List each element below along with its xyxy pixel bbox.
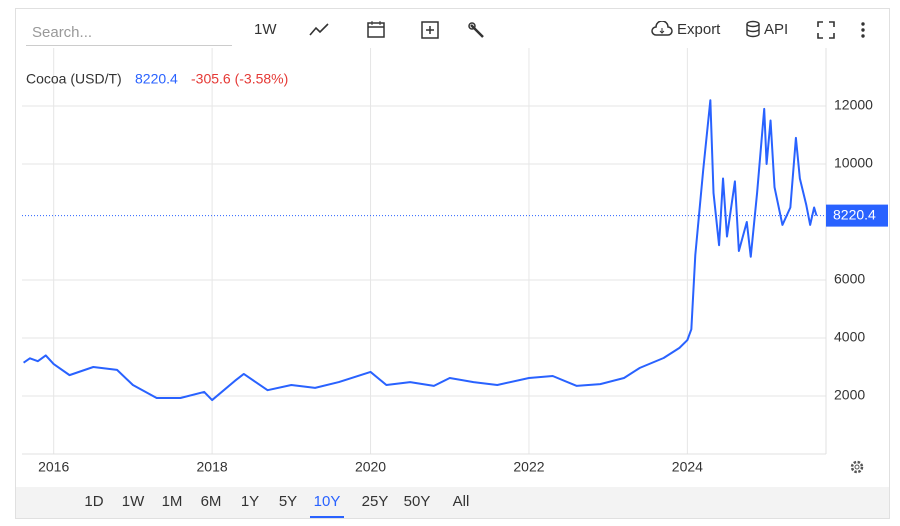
fullscreen-icon[interactable]: [816, 20, 836, 40]
y-tick-label: 4000: [834, 329, 865, 345]
x-tick-label: 2024: [672, 459, 703, 475]
api-button[interactable]: API: [764, 21, 789, 38]
range-button[interactable]: 1W: [121, 493, 145, 510]
price-line: [23, 99, 818, 402]
range-button[interactable]: 6M: [200, 493, 222, 510]
chart-widget: Search... 1W Export API 1D 1W 1M 6M 1Y 5Y 10Y 2…: [15, 8, 890, 519]
search-input[interactable]: Search...: [26, 19, 232, 46]
settings-gear-icon[interactable]: [850, 460, 864, 474]
y-tick-label: 10000: [834, 155, 873, 171]
range-button[interactable]: All: [452, 493, 470, 510]
x-tick-label: 2020: [355, 459, 386, 475]
more-icon[interactable]: [859, 21, 867, 41]
price-badge-label: 8220.4: [833, 206, 876, 222]
legend-change: -305.6 (-3.58%): [191, 71, 288, 87]
range-button[interactable]: 10Y: [310, 487, 344, 518]
x-tick-label: 2018: [197, 459, 228, 475]
range-button[interactable]: 1D: [84, 493, 104, 510]
range-button[interactable]: 50Y: [403, 493, 431, 510]
range-button[interactable]: 1M: [161, 493, 183, 510]
calendar-icon[interactable]: [366, 19, 386, 39]
legend-name: Cocoa (USD/T): [26, 71, 122, 87]
range-button[interactable]: 1Y: [240, 493, 260, 510]
export-button[interactable]: Export: [677, 21, 721, 38]
api-icon[interactable]: [745, 20, 761, 38]
settings-wrench-icon[interactable]: [467, 21, 487, 41]
legend-price: 8220.4: [135, 71, 178, 87]
y-tick-label: 2000: [834, 387, 865, 403]
price-badge: [826, 204, 888, 227]
y-tick-label: 6000: [834, 271, 865, 287]
compare-icon[interactable]: [420, 20, 440, 40]
chart-type-icon[interactable]: [308, 21, 330, 39]
interval-button[interactable]: 1W: [254, 21, 277, 38]
x-tick-label: 2016: [38, 459, 69, 475]
y-tick-label: 12000: [834, 97, 873, 113]
range-button[interactable]: 25Y: [361, 493, 389, 510]
range-button[interactable]: 5Y: [278, 493, 298, 510]
grid: [22, 48, 827, 455]
range-bar: 1D 1W 1M 6M 1Y 5Y 10Y 25Y 50Y All: [16, 487, 889, 518]
export-icon[interactable]: [651, 21, 673, 39]
x-tick-label: 2022: [513, 459, 544, 475]
